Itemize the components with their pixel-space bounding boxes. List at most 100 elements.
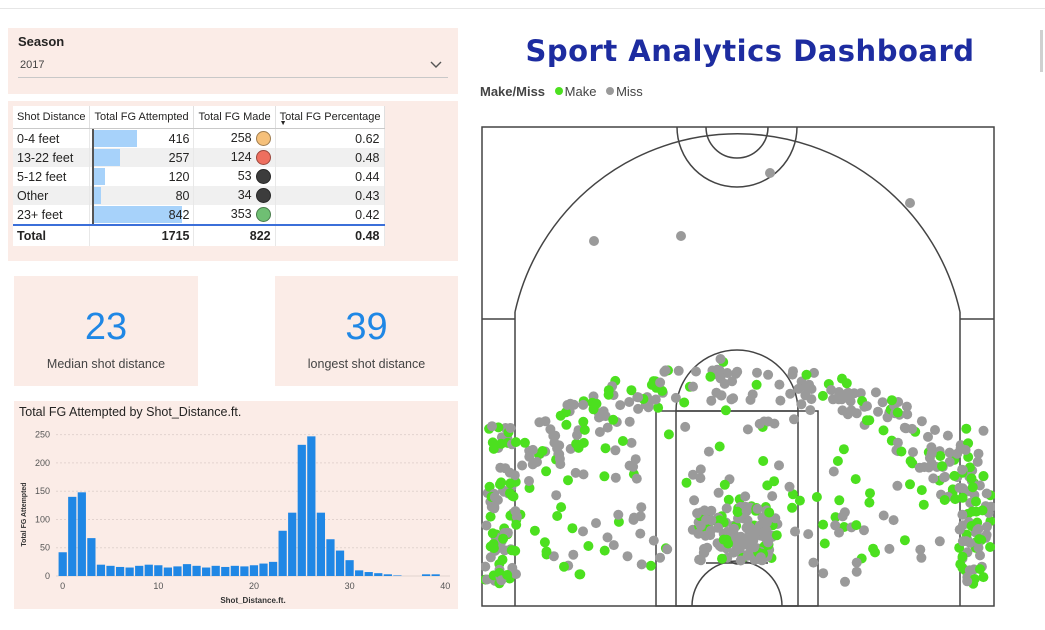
histogram-bar [278,530,287,576]
make-shot-point [519,437,530,448]
shot-distance-table-panel: Shot Distance Total FG Attempted Total F… [8,101,458,261]
miss-shot-point [837,405,848,416]
table-row[interactable]: Other 80 34 0.43 [13,186,385,205]
miss-shot-point [578,526,588,537]
make-shot-point [967,482,978,493]
miss-shot-point [732,366,743,377]
make-shot-point [937,461,947,472]
make-shot-point [771,530,782,541]
legend-miss-label[interactable]: Miss [616,84,643,99]
make-shot-point [769,476,780,487]
chevron-down-icon[interactable] [428,56,444,72]
miss-shot-point [926,458,937,469]
table-row[interactable]: 5-12 feet 120 53 0.44 [13,167,385,186]
season-value: 2017 [20,59,45,71]
miss-shot-point [548,551,559,562]
miss-shot-point [706,505,717,516]
row-shot-distance: 13-22 feet [13,148,91,167]
miss-shot-point [834,527,844,538]
histogram-bar [268,561,278,576]
miss-shot-point [602,422,613,433]
row-fg-made: 34 [193,186,276,205]
make-shot-point [961,423,972,434]
make-shot-point [818,519,829,530]
miss-shot-point [735,555,746,566]
miss-shot-point [873,406,883,417]
make-shot-point [681,477,692,488]
miss-shot-point [901,401,912,412]
make-shot-point [861,415,872,426]
row-fg-percentage: 0.44 [275,167,385,186]
miss-shot-point [916,416,927,427]
miss-shot-point [965,537,975,548]
miss-shot-point [784,481,795,492]
histogram-bar [297,444,306,576]
histogram-bar [316,512,326,576]
make-shot-point [552,511,563,521]
row-fg-made-value: 124 [230,149,252,164]
miss-shot-point [809,367,819,378]
make-shot-point [567,523,578,534]
legend-make-label[interactable]: Make [564,84,597,99]
miss-shot-point [957,464,968,475]
make-shot-point [485,541,496,552]
histogram-bar [288,512,297,576]
page-scrollbar[interactable] [1040,30,1043,72]
table-row[interactable]: 23+ feet 842 353 0.42 [13,205,385,225]
miss-shot-point [655,552,666,563]
miss-shot-point [828,466,839,477]
make-shot-point [985,542,995,552]
make-shot-point [511,519,522,530]
row-fg-attempted-value: 842 [168,207,190,222]
miss-shot-point [787,369,798,380]
row-fg-made-value: 53 [237,168,252,183]
miss-shot-point [851,566,862,577]
make-shot-point [834,495,845,506]
header-shot-distance[interactable]: Shot Distance [13,106,91,129]
header-total-fg-attempted[interactable]: Total FG Attempted [89,106,195,129]
miss-shot-point [755,552,766,563]
databar-axis [92,167,95,186]
miss-shot-point [745,522,756,533]
miss-shot-point [944,447,955,458]
histogram-bar [154,565,163,576]
miss-shot-point [695,464,706,475]
make-shot-point [541,466,552,477]
miss-shot-point [635,528,646,539]
miss-shot-point [689,495,700,506]
miss-shot-point [568,399,579,410]
total-made: 822 [193,224,276,246]
miss-shot-point [944,456,955,467]
row-fg-percentage: 0.42 [275,205,385,225]
make-shot-point [978,572,989,583]
miss-shot-point [622,551,633,562]
table-row[interactable]: 13-22 feet 257 124 0.48 [13,148,385,167]
make-shot-point [949,470,960,481]
miss-shot-point [628,461,639,472]
histogram-bar [87,538,96,576]
miss-shot-point [636,559,647,570]
make-shot-point [571,438,582,449]
make-shot-point [723,494,734,505]
make-shot-point [732,507,743,518]
make-shot-point [966,473,977,484]
legend-title: Make/Miss [480,84,546,99]
make-shot-point [591,398,602,409]
miss-shot-point [631,473,642,484]
y-tick-label: 100 [35,514,50,524]
row-fg-attempted: 80 [89,186,195,205]
header-total-fg-percentage[interactable]: Total FG Percentage ▼ [275,106,385,129]
make-shot-point [502,570,513,580]
miss-shot-point [726,394,737,405]
miss-shot-point [789,414,799,425]
make-shot-point [578,437,589,448]
row-fg-attempted-value: 80 [175,188,190,203]
header-total-fg-made[interactable]: Total FG Made [193,106,276,129]
miss-shot-point [957,509,968,520]
miss-shot-point [694,554,705,565]
miss-shot-point [650,394,661,405]
season-dropdown[interactable]: 2017 [18,55,448,78]
total-percentage: 0.48 [275,224,385,246]
table-row[interactable]: 0-4 feet 416 258 0.62 [13,128,385,148]
make-shot-point [977,505,988,516]
